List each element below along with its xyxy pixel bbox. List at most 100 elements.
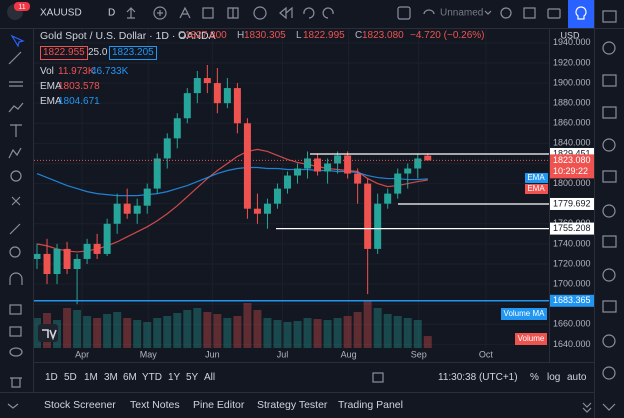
candle-body — [53, 248, 61, 275]
ohlc-label: C — [355, 30, 363, 41]
icon-redo[interactable] — [322, 7, 334, 19]
tool-hide[interactable] — [9, 347, 23, 357]
notifications[interactable] — [602, 268, 616, 282]
icon-compare[interactable] — [153, 6, 167, 20]
scale-option[interactable]: auto — [567, 372, 587, 383]
level-label: 1829.451 — [553, 148, 591, 158]
icon-fullscreen[interactable] — [523, 7, 536, 19]
icon-layout[interactable] — [397, 6, 411, 20]
volume-bar — [293, 321, 302, 348]
tool-line[interactable] — [8, 51, 22, 65]
icon-undo[interactable] — [303, 7, 315, 19]
tool-zoom[interactable] — [9, 246, 21, 258]
icon-dropdown[interactable] — [484, 10, 492, 15]
tool-trash[interactable] — [10, 377, 22, 388]
range-button[interactable]: YTD — [142, 372, 162, 383]
badge-count: 11 — [18, 4, 25, 11]
tool-prediction[interactable] — [8, 147, 22, 159]
volume-bar — [383, 314, 392, 348]
icon-templates[interactable] — [202, 7, 214, 19]
alerts[interactable] — [602, 41, 616, 55]
icon-replay2[interactable] — [279, 6, 293, 20]
volume-bar — [103, 314, 112, 348]
collapse[interactable] — [602, 403, 616, 411]
tool-magnet[interactable] — [9, 272, 23, 285]
symbol[interactable]: XAUUSD — [40, 8, 82, 19]
level-tag — [550, 222, 594, 235]
tool-shapes[interactable] — [10, 170, 22, 182]
range-button[interactable]: 1D — [45, 372, 58, 383]
interval[interactable]: D — [108, 8, 115, 19]
icon-indicators[interactable] — [179, 6, 191, 19]
tabs-collapse[interactable] — [7, 403, 19, 409]
top-toolbar — [0, 0, 624, 28]
ideas-button[interactable] — [568, 0, 594, 28]
bottom-tab[interactable]: Stock Screener — [44, 399, 116, 411]
volume-bar — [33, 318, 42, 348]
range-button[interactable]: 1M — [84, 372, 98, 383]
bid[interactable]: 1822.955 — [40, 46, 88, 60]
indicator-value: 1804.671 — [58, 96, 100, 107]
candle-body — [243, 123, 251, 209]
volume-bar — [413, 320, 422, 348]
tool-stay[interactable] — [9, 304, 22, 315]
layout-name[interactable]: Unnamed — [440, 8, 483, 19]
tool-pattern[interactable] — [8, 102, 24, 113]
tabs-expand[interactable] — [582, 402, 592, 413]
streams[interactable] — [602, 204, 616, 218]
volume-bar — [243, 303, 252, 348]
y-tick-label: 1900.000 — [553, 77, 591, 87]
tool-text[interactable] — [10, 124, 22, 137]
candle-body — [374, 203, 382, 249]
tool-cursor[interactable] — [10, 34, 25, 48]
icon-cloud[interactable] — [423, 9, 435, 15]
scale-option[interactable]: % — [530, 372, 539, 383]
ask[interactable]: 1823.205 — [109, 46, 157, 60]
icon-bars[interactable] — [126, 7, 136, 19]
dom[interactable] — [602, 334, 616, 348]
ema-tag-label: EMA — [527, 184, 545, 193]
ohlc-label: L — [296, 30, 302, 41]
range-button[interactable]: 5D — [64, 372, 77, 383]
icon-settings[interactable] — [500, 7, 512, 19]
bottom-tab[interactable]: Strategy Tester — [257, 399, 328, 411]
hotlists[interactable] — [602, 106, 617, 119]
chats[interactable] — [602, 235, 617, 248]
candle-body — [404, 168, 412, 174]
y-tick-label: 1640.000 — [553, 339, 591, 349]
volume-bar — [163, 316, 172, 348]
x-tick-label: Oct — [479, 349, 494, 359]
tool-lock[interactable] — [9, 326, 22, 337]
volume-bar — [353, 312, 362, 348]
bottom-tab[interactable]: Trading Panel — [338, 399, 403, 411]
range-button[interactable]: 6M — [123, 372, 137, 383]
pane-label: Volume — [518, 334, 545, 343]
range-button[interactable]: All — [204, 372, 216, 383]
icon-alert[interactable] — [227, 7, 239, 19]
order-panel[interactable] — [602, 300, 617, 313]
volume-bar — [63, 308, 72, 348]
data-window[interactable] — [602, 74, 617, 87]
currency[interactable]: USD — [560, 30, 580, 40]
volume-bar — [173, 313, 182, 348]
range-button[interactable]: 3M — [104, 372, 118, 383]
help[interactable] — [602, 366, 616, 380]
range-button[interactable]: 1Y — [168, 372, 181, 383]
volume-bar — [403, 318, 412, 348]
candle-body — [93, 243, 101, 254]
tool-remove[interactable] — [11, 196, 21, 206]
watchlist[interactable] — [602, 10, 617, 23]
scale-option[interactable]: log — [547, 372, 561, 383]
calendar[interactable] — [602, 138, 616, 152]
icon-replay[interactable] — [253, 6, 267, 20]
tool-fib[interactable] — [9, 81, 23, 87]
ideas[interactable] — [602, 170, 617, 183]
drawing-toolbar — [8, 34, 25, 388]
icon-snapshot[interactable] — [547, 8, 561, 19]
bottom-tab[interactable]: Pine Editor — [193, 399, 245, 411]
date-range-icon[interactable] — [372, 372, 384, 383]
range-button[interactable]: 5Y — [186, 372, 199, 383]
bottom-tab[interactable]: Text Notes — [130, 399, 180, 411]
tool-measure[interactable] — [9, 223, 21, 235]
volume-bar — [393, 316, 402, 348]
